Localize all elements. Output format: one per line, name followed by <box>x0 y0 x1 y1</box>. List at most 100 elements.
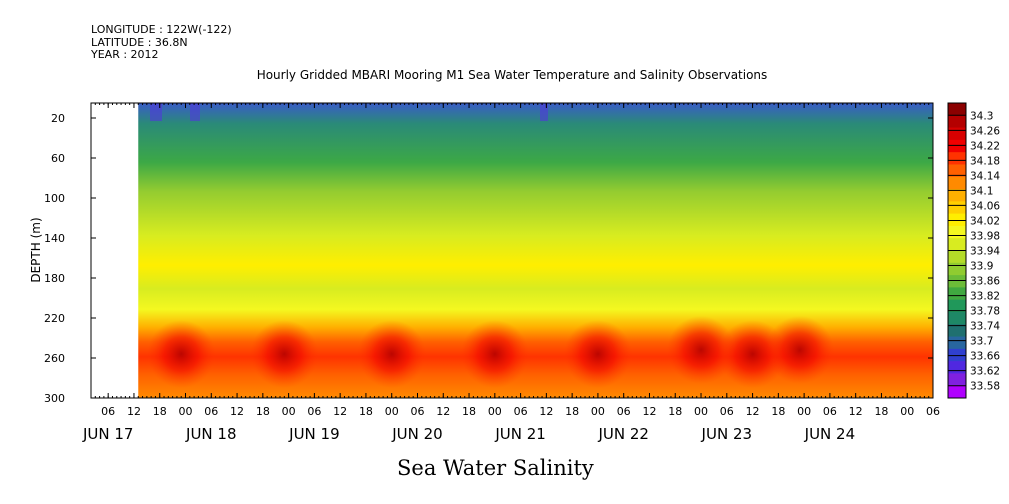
x-hour-label: 12 <box>230 405 244 418</box>
metadata-block: LONGITUDE : 122W(-122) LATITUDE : 36.8N … <box>91 23 232 62</box>
x-hour-label: 06 <box>307 405 321 418</box>
x-hour-label: 00 <box>282 405 296 418</box>
x-day-label: JUN 17 <box>82 425 133 443</box>
colorbar-swatch <box>948 361 966 374</box>
colorbar-label: 34.26 <box>970 125 1000 137</box>
x-hour-label: 18 <box>565 405 579 418</box>
x-hour-label: 12 <box>436 405 450 418</box>
y-tick-label: 100 <box>44 192 65 205</box>
x-hour-label: 12 <box>746 405 760 418</box>
colorbar-swatch <box>948 275 966 288</box>
y-tick-label: 180 <box>44 272 65 285</box>
x-hour-label: 18 <box>256 405 270 418</box>
x-hour-label: 18 <box>359 405 373 418</box>
y-tick-label: 260 <box>44 352 65 365</box>
colorbar-label: 33.98 <box>970 230 1000 242</box>
colorbar: 34.3 34.26 34.22 34.18 34.14 34.1 34.06 34.02 33… <box>947 102 1000 399</box>
salinity-maximum <box>667 316 736 384</box>
colorbar-swatch <box>948 115 966 129</box>
x-hour-label: 06 <box>617 405 631 418</box>
x-hour-label: 00 <box>900 405 914 418</box>
colorbar-label: 33.7 <box>970 336 993 348</box>
colorbar-swatch <box>948 336 966 350</box>
colorbar-swatch <box>948 152 966 165</box>
colorbar-swatch <box>948 311 966 325</box>
colorbar-label: 33.62 <box>970 366 1000 378</box>
colorbar-swatch <box>948 287 966 301</box>
colorbar-swatch <box>948 225 966 239</box>
colorbar-swatch <box>948 127 966 141</box>
year-label: YEAR : 2012 <box>91 48 159 61</box>
y-tick-label: 60 <box>51 152 65 165</box>
colorbar-swatch <box>948 103 966 116</box>
y-tick-label: 140 <box>44 232 65 245</box>
colorbar-swatch <box>948 385 966 399</box>
surface-minimum <box>190 103 200 121</box>
x-hour-label: 06 <box>926 405 940 418</box>
colorbar-label: 34.14 <box>970 170 1000 182</box>
salinity-maximum <box>765 316 834 384</box>
x-hour-label: 00 <box>385 405 399 418</box>
colorbar-label: 34.18 <box>970 155 1000 167</box>
x-hour-label: 06 <box>823 405 837 418</box>
x-hour-label: 06 <box>720 405 734 418</box>
x-day-label: JUN 21 <box>494 425 545 443</box>
x-hour-label: 00 <box>797 405 811 418</box>
colorbar-label: 33.9 <box>970 261 993 273</box>
colorbar-swatch <box>948 373 966 387</box>
colorbar-label: 33.66 <box>970 351 1000 363</box>
colorbar-label: 34.1 <box>970 185 993 197</box>
salinity-maximum <box>460 320 529 388</box>
x-hour-label: 12 <box>127 405 141 418</box>
colorbar-swatch <box>948 176 966 190</box>
latitude-label: LATITUDE : 36.8N <box>91 35 188 49</box>
x-axis: 06 12 18 00 06 12 18 00 06 12 18 00 06 12 18 00 06 12 18 00… <box>82 103 940 443</box>
x-hour-label: 18 <box>874 405 888 418</box>
x-hour-label: 18 <box>153 405 167 418</box>
x-hour-label: 00 <box>488 405 502 418</box>
salinity-maximum <box>563 320 632 388</box>
surface-minimum <box>540 103 548 121</box>
heatmap-area <box>138 103 933 398</box>
colorbar-label: 34.02 <box>970 215 1000 227</box>
x-day-label: JUN 24 <box>804 425 855 443</box>
x-hour-label: 18 <box>771 405 785 418</box>
x-day-label: JUN 19 <box>288 425 339 443</box>
colorbar-label: 34.06 <box>970 200 1000 212</box>
colorbar-swatch <box>948 201 966 215</box>
colorbar-swatch <box>948 238 966 251</box>
y-tick-label: 300 <box>44 392 65 405</box>
colorbar-swatch <box>948 262 966 276</box>
x-day-label: JUN 22 <box>597 425 648 443</box>
chart-title: Hourly Gridded MBARI Mooring M1 Sea Wate… <box>256 68 768 82</box>
salinity-maximum <box>250 320 319 388</box>
x-hour-label: 06 <box>410 405 424 418</box>
x-hour-label: 12 <box>849 405 863 418</box>
x-hour-label: 18 <box>462 405 476 418</box>
surface-minimum <box>150 103 162 121</box>
x-hour-label: 06 <box>101 405 115 418</box>
x-hour-label: 12 <box>642 405 656 418</box>
salinity-maximum <box>357 320 426 388</box>
colorbar-swatch <box>948 324 966 338</box>
x-day-label: JUN 20 <box>391 425 442 443</box>
y-tick-label: 220 <box>44 312 65 325</box>
x-hour-label: 12 <box>333 405 347 418</box>
colorbar-label: 33.74 <box>970 321 1000 333</box>
x-hour-label: 00 <box>179 405 193 418</box>
colorbar-label: 33.94 <box>970 246 1000 258</box>
x-day-label: JUN 18 <box>185 425 236 443</box>
x-hour-label: 06 <box>514 405 528 418</box>
colorbar-swatch <box>948 299 966 313</box>
x-hour-label: 06 <box>204 405 218 418</box>
colorbar-swatch <box>948 189 966 202</box>
y-tick-label: 20 <box>51 112 65 125</box>
colorbar-label: 33.86 <box>970 276 1000 288</box>
colorbar-swatch <box>948 139 966 153</box>
x-hour-label: 00 <box>694 405 708 418</box>
colorbar-label: 33.78 <box>970 306 1000 318</box>
colorbar-label: 34.3 <box>970 110 993 122</box>
colorbar-label: 33.58 <box>970 381 1000 393</box>
y-axis-label: DEPTH (m) <box>29 217 43 283</box>
